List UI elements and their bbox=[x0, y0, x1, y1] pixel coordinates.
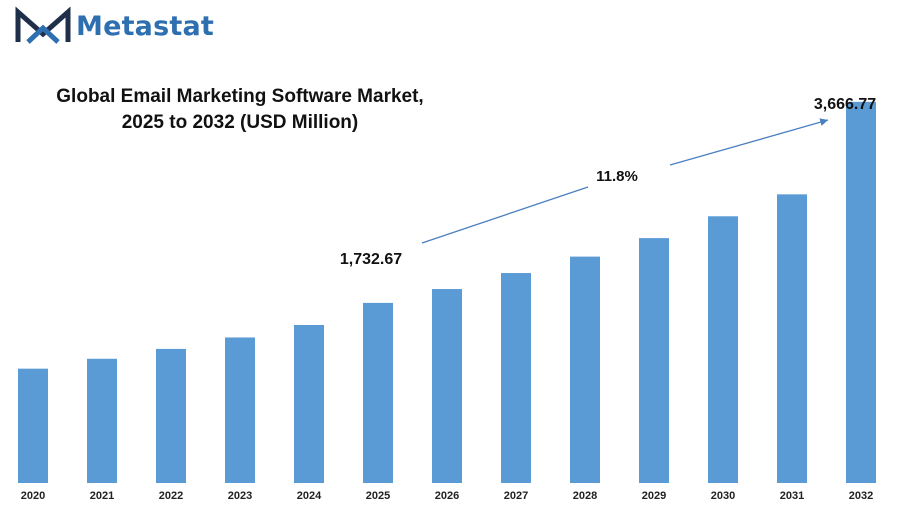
x-tick-label-2022: 2022 bbox=[159, 490, 183, 502]
x-tick-label-2023: 2023 bbox=[228, 490, 252, 502]
bar-2026 bbox=[432, 289, 462, 483]
x-tick-label-2024: 2024 bbox=[297, 490, 322, 502]
bar-2032 bbox=[846, 101, 876, 483]
x-tick-label-2031: 2031 bbox=[780, 490, 804, 502]
bar-2029 bbox=[639, 238, 669, 483]
x-tick-label-2021: 2021 bbox=[90, 490, 114, 502]
bar-2031 bbox=[777, 194, 807, 483]
bar-2022 bbox=[156, 348, 186, 483]
brand-logo: Metastat bbox=[14, 6, 214, 46]
x-tick-label-2026: 2026 bbox=[435, 490, 459, 502]
brand-name: Metastat bbox=[76, 10, 215, 42]
bar-2024 bbox=[294, 325, 324, 483]
chart-title-line-1: Global Email Marketing Software Market, bbox=[56, 86, 424, 107]
bar-2030 bbox=[708, 216, 738, 483]
x-tick-label-2032: 2032 bbox=[849, 490, 873, 502]
x-tick-label-2027: 2027 bbox=[504, 490, 528, 502]
bar-2027 bbox=[501, 273, 531, 483]
x-tick-label-2025: 2025 bbox=[366, 490, 390, 502]
bar-2021 bbox=[87, 358, 117, 483]
cagr-label: 11.8% bbox=[596, 168, 638, 185]
x-tick-label-2029: 2029 bbox=[642, 490, 666, 502]
chart-title-line-2: 2025 to 2032 (USD Million) bbox=[121, 112, 359, 133]
trend-arrow-segment-2 bbox=[669, 118, 829, 166]
bar-2028 bbox=[570, 256, 600, 483]
bar-2023 bbox=[225, 337, 255, 483]
start-value-label: 1,732.67 bbox=[340, 251, 402, 268]
trend-arrow-segment-1 bbox=[421, 186, 589, 244]
x-tick-label-2020: 2020 bbox=[21, 490, 45, 502]
bar-2020 bbox=[18, 368, 48, 483]
metastat-m-icon bbox=[15, 6, 71, 44]
bar-2025 bbox=[363, 302, 393, 483]
end-value-label: 3,666.77 bbox=[814, 96, 876, 113]
chart-title: Global Email Marketing Software Market, … bbox=[0, 84, 480, 136]
x-tick-label-2030: 2030 bbox=[711, 490, 735, 502]
x-tick-label-2028: 2028 bbox=[573, 490, 597, 502]
